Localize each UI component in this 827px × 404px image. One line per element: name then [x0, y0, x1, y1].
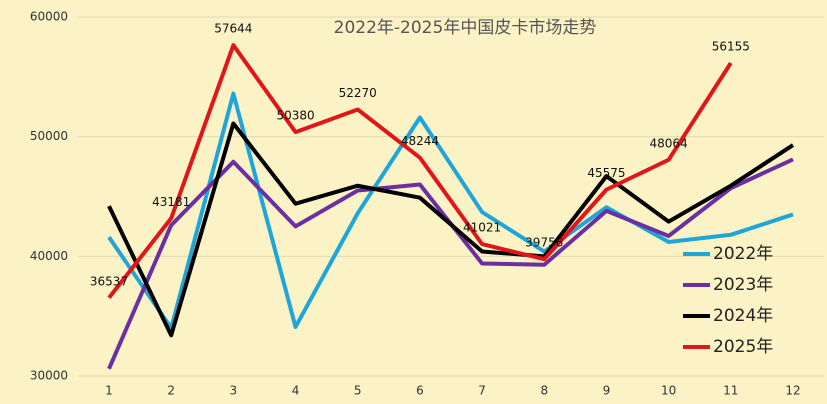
- x-tick-label: 5: [354, 384, 362, 398]
- legend-label: 2025年: [713, 337, 773, 357]
- x-tick-label: 12: [785, 384, 800, 398]
- data-label: 48244: [401, 134, 439, 148]
- x-tick-label: 4: [292, 384, 300, 398]
- x-tick-label: 6: [416, 384, 424, 398]
- data-label: 43181: [152, 195, 190, 209]
- y-tick-label: 50000: [30, 129, 68, 143]
- series-line: [107, 91, 794, 331]
- data-label: 48064: [650, 136, 688, 150]
- y-tick-label: 40000: [30, 249, 68, 263]
- legend-label: 2022年: [713, 244, 773, 264]
- x-tick-label: 1: [105, 384, 113, 398]
- data-label: 45575: [587, 166, 625, 180]
- x-tick-label: 10: [661, 384, 676, 398]
- y-tick-label: 60000: [30, 10, 68, 24]
- x-tick-label: 8: [540, 384, 548, 398]
- x-tick-label: 7: [478, 384, 486, 398]
- data-label: 56155: [712, 40, 750, 54]
- chart-title: 2022年-2025年中国皮卡市场走势: [334, 18, 597, 38]
- x-tick-label: 2: [167, 384, 175, 398]
- legend-label: 2023年: [713, 275, 773, 295]
- x-tick-label: 3: [230, 384, 238, 398]
- data-label: 36537: [90, 274, 128, 288]
- data-label: 50380: [276, 109, 314, 123]
- data-label: 41021: [463, 221, 501, 235]
- y-tick-label: 30000: [30, 369, 68, 383]
- series-line: [107, 121, 795, 338]
- data-label: 52270: [339, 86, 377, 100]
- x-tick-label: 11: [723, 384, 738, 398]
- series-line: [107, 43, 733, 300]
- legend-label: 2024年: [713, 306, 773, 326]
- data-label: 39758: [525, 236, 563, 250]
- data-label: 57644: [214, 22, 252, 36]
- x-tick-label: 9: [603, 384, 611, 398]
